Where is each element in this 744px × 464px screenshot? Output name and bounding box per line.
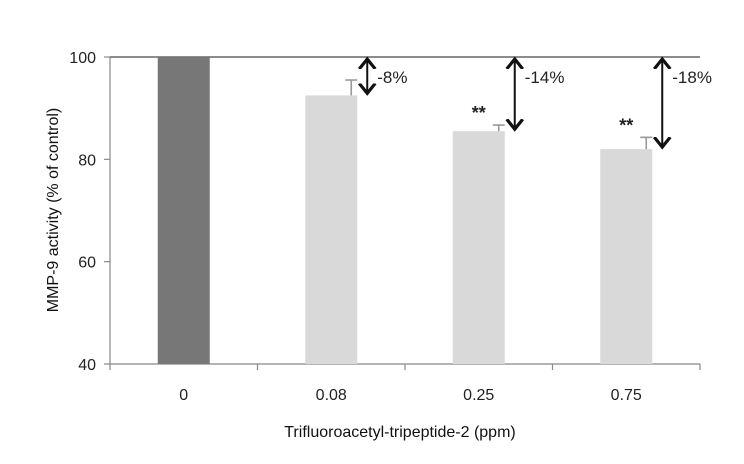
y-tick-label: 80: [78, 152, 96, 169]
x-tick-label: 0.25: [463, 387, 494, 404]
bar: [600, 149, 653, 364]
bar: [452, 131, 505, 364]
x-tick-label: 0.75: [611, 387, 642, 404]
reduction-label: -14%: [525, 68, 565, 87]
plot-area: 40 60 80 100 0 -8% 0.08 ** -14% 0.25 ** -18% 0.75: [69, 50, 712, 404]
bar: [157, 57, 210, 364]
y-tick-label: 60: [78, 255, 96, 272]
y-tick-label: 40: [78, 357, 96, 374]
bar: [305, 95, 358, 364]
reduction-label: -18%: [672, 68, 712, 87]
x-tick-label: 0: [179, 387, 188, 404]
y-axis-title: MMP-9 activity (% of control): [45, 108, 62, 312]
y-tick-label: 100: [69, 50, 96, 67]
significance-label: **: [472, 103, 486, 123]
x-axis-title: Trifluoroacetyl-tripeptide-2 (ppm): [284, 424, 515, 441]
reduction-label: -8%: [377, 68, 407, 87]
x-tick-label: 0.08: [316, 387, 347, 404]
significance-label: **: [619, 115, 633, 135]
